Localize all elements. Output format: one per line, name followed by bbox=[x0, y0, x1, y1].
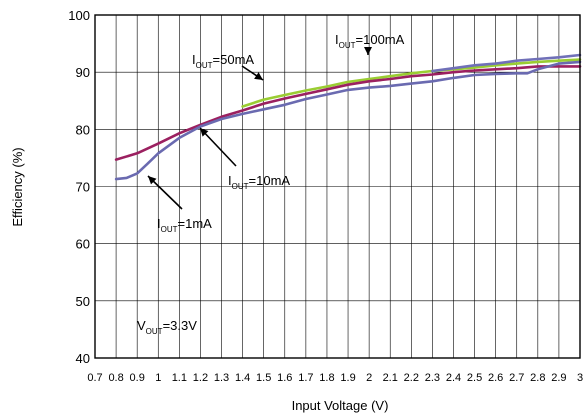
x-tick-label: 0.7 bbox=[87, 372, 102, 384]
x-tick-label: 2 bbox=[366, 372, 372, 384]
x-tick-label: 2.3 bbox=[425, 372, 440, 384]
x-tick-label: 2.7 bbox=[509, 372, 524, 384]
y-tick-label: 100 bbox=[68, 8, 90, 23]
series-line-2 bbox=[431, 53, 582, 73]
axes bbox=[94, 14, 581, 359]
x-tick-label: 3 bbox=[577, 372, 583, 384]
x-tick-label: 2.2 bbox=[404, 372, 419, 384]
y-axis-label: Efficiency (%) bbox=[10, 147, 25, 226]
x-tick-label: 2.5 bbox=[467, 372, 482, 384]
annotation-vout-label: VOUT=3.3V bbox=[137, 318, 197, 336]
plot-frame bbox=[94, 14, 581, 359]
x-tick-label: 1.2 bbox=[193, 372, 208, 384]
annotation-1ma-label: IOUT=1mA bbox=[157, 216, 212, 234]
annotation-1ma-arrowhead bbox=[148, 176, 157, 185]
annotations: IOUT=50mA IOUT=100mA IOUT=10mA IOUT=1mA VOUT… bbox=[137, 32, 405, 336]
y-tick-label: 60 bbox=[76, 237, 90, 252]
x-tick-label: 1.6 bbox=[277, 372, 292, 384]
annotation-100ma-arrowhead bbox=[364, 47, 372, 55]
x-axis-label: Input Voltage (V) bbox=[292, 398, 389, 413]
series-lines bbox=[114, 53, 582, 181]
annotation-100ma-label: IOUT=100mA bbox=[335, 32, 405, 50]
x-tick-label: 0.9 bbox=[130, 372, 145, 384]
x-tick-label: 1.3 bbox=[214, 372, 229, 384]
x-tick-label: 2.9 bbox=[551, 372, 566, 384]
x-tick-label: 1.9 bbox=[340, 372, 355, 384]
x-tick-label: 2.1 bbox=[383, 372, 398, 384]
series-line-1 bbox=[241, 58, 582, 108]
tick-labels: 0.7 0.8 0.9 1 1.1 1.2 1.3 1.4 1.5 1.6 1.7 1.8 1.9 2 2.… bbox=[68, 8, 583, 384]
y-tick-label: 50 bbox=[76, 294, 90, 309]
x-tick-label: 1.7 bbox=[298, 372, 313, 384]
annotation-10ma-arrow bbox=[199, 127, 237, 167]
y-tick-label: 90 bbox=[76, 65, 90, 80]
x-tick-label: 2.4 bbox=[446, 372, 461, 384]
annotation-10ma-arrowhead bbox=[200, 128, 209, 137]
x-tick-label: 2.6 bbox=[488, 372, 503, 384]
annotation-50ma-label: IOUT=50mA bbox=[192, 52, 254, 70]
x-tick-label: 1.1 bbox=[172, 372, 187, 384]
y-tick-label: 70 bbox=[76, 180, 90, 195]
x-tick-label: 1.4 bbox=[235, 372, 250, 384]
x-tick-label: 0.8 bbox=[108, 372, 123, 384]
series-line-3 bbox=[114, 65, 582, 161]
y-tick-label: 80 bbox=[76, 122, 90, 137]
annotation-10ma-label: IOUT=10mA bbox=[228, 173, 290, 191]
x-tick-label: 1.5 bbox=[256, 372, 271, 384]
x-tick-label: 1.8 bbox=[319, 372, 334, 384]
annotation-50ma-arrowhead bbox=[254, 72, 263, 80]
y-tick-label: 40 bbox=[76, 351, 90, 366]
grid bbox=[95, 15, 580, 358]
x-tick-label: 1 bbox=[155, 372, 161, 384]
series-line-4 bbox=[114, 60, 582, 181]
x-tick-label: 2.8 bbox=[530, 372, 545, 384]
